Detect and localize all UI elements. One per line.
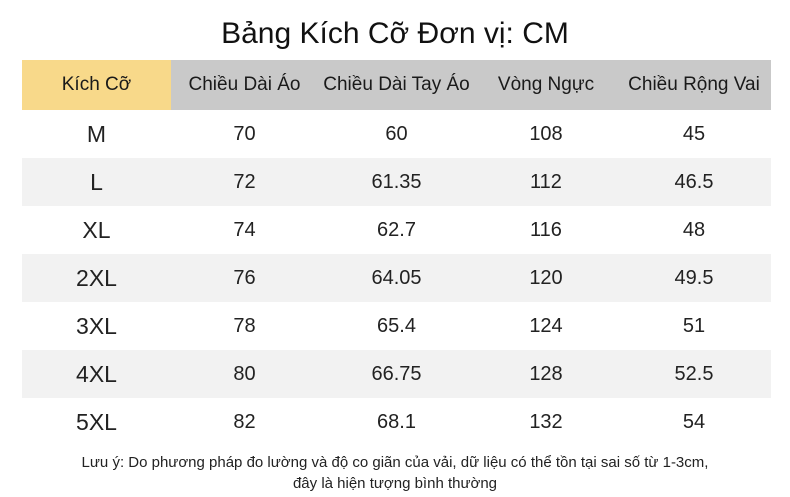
- size-cell: 2XL: [22, 254, 171, 302]
- table-row: 3XL 78 65.4 124 51: [22, 302, 771, 350]
- table-row: 5XL 82 68.1 132 54: [22, 398, 771, 446]
- header-chest: Vòng Ngực: [475, 60, 617, 110]
- measurement-note: Lưu ý: Do phương pháp đo lường và độ co …: [0, 452, 790, 494]
- table-row: L 72 61.35 112 46.5: [22, 158, 771, 206]
- size-cell: L: [22, 158, 171, 206]
- table-cell: 66.75: [318, 350, 475, 398]
- table-cell: 54: [682, 410, 706, 433]
- header-length: Chiều Dài Áo: [171, 60, 318, 110]
- table-cell: 52.5: [617, 350, 771, 398]
- table-cell: 72: [171, 158, 318, 206]
- page-title: Bảng Kích Cỡ Đơn vị: CM: [221, 17, 569, 50]
- table-cell: 60: [385, 122, 408, 145]
- size-cell: XL: [82, 216, 111, 243]
- size-table: Kích Cỡ Chiều Dài Áo Chiều Dài Tay Áo Vò…: [22, 60, 771, 446]
- table-cell: 62.7: [377, 218, 416, 241]
- table-cell: 49.5: [617, 254, 771, 302]
- table-row: 4XL 80 66.75 128 52.5: [22, 350, 771, 398]
- table-row: XL 74 62.7 116 48: [22, 206, 771, 254]
- table-cell: 68.1: [377, 410, 416, 433]
- table-cell: 61.35: [318, 158, 475, 206]
- header-size: Kích Cỡ: [22, 60, 171, 110]
- size-cell: 3XL: [76, 312, 117, 339]
- table-cell: 112: [475, 158, 617, 206]
- table-cell: 64.05: [318, 254, 475, 302]
- table-cell: 124: [529, 314, 563, 337]
- size-cell: 4XL: [22, 350, 171, 398]
- table-cell: 65.4: [377, 314, 416, 337]
- table-cell: 120: [475, 254, 617, 302]
- table-cell: 70: [233, 122, 256, 145]
- table-header-row: Kích Cỡ Chiều Dài Áo Chiều Dài Tay Áo Vò…: [22, 60, 771, 110]
- table-cell: 132: [529, 410, 563, 433]
- table-cell: 116: [530, 218, 562, 241]
- size-cell: 5XL: [76, 408, 117, 435]
- table-row: 2XL 76 64.05 120 49.5: [22, 254, 771, 302]
- table-cell: 80: [171, 350, 318, 398]
- header-shoulder-width: Chiều Rộng Vai: [617, 60, 771, 110]
- table-cell: 108: [529, 122, 563, 145]
- table-cell: 46.5: [617, 158, 771, 206]
- table-cell: 74: [233, 218, 256, 241]
- table-cell: 48: [682, 218, 706, 241]
- note-line-2: đây là hiện tượng bình thường: [292, 475, 498, 492]
- table-cell: 51: [682, 314, 706, 337]
- note-line-1: Lưu ý: Do phương pháp đo lường và độ co …: [81, 454, 709, 471]
- table-cell: 45: [682, 122, 706, 145]
- header-sleeve-length: Chiều Dài Tay Áo: [318, 60, 475, 110]
- table-cell: 82: [233, 410, 256, 433]
- table-cell: 128: [475, 350, 617, 398]
- table-cell: 78: [233, 314, 256, 337]
- table-cell: 76: [171, 254, 318, 302]
- table-row: M 70 60 108 45: [22, 110, 771, 158]
- size-cell: M: [86, 120, 107, 147]
